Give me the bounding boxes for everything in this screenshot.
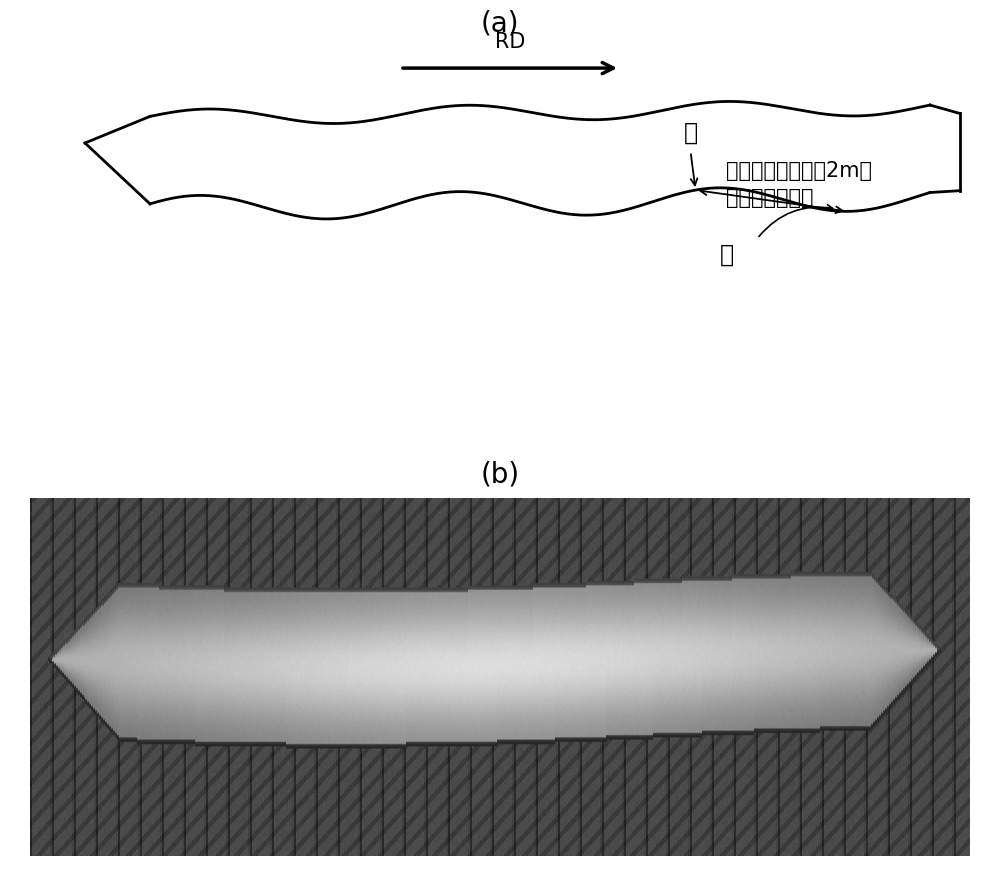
Text: (b): (b) xyxy=(480,461,520,489)
Text: 波高：在最大长度2m内: 波高：在最大长度2m内 xyxy=(726,161,872,181)
Text: RD: RD xyxy=(495,32,525,52)
Text: (a): (a) xyxy=(481,9,519,37)
Text: 谷: 谷 xyxy=(720,244,734,267)
Text: 峰: 峰 xyxy=(683,120,698,145)
Text: 从峰到谷的高度: 从峰到谷的高度 xyxy=(726,189,813,209)
